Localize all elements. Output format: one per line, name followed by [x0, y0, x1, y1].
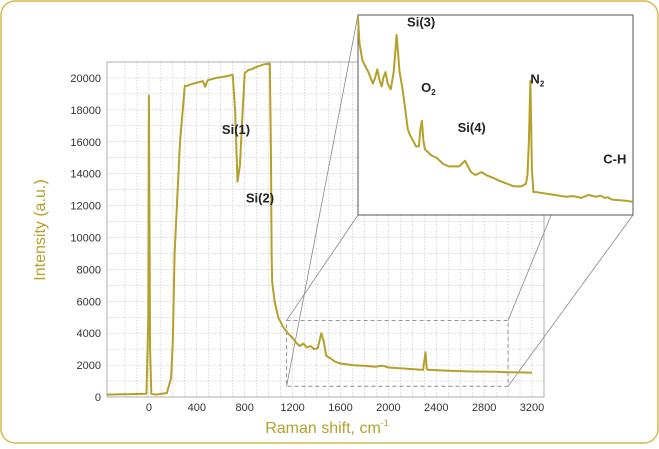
y-axis-title: Intensity (a.u.)	[32, 179, 49, 280]
x-tick-label: 2000	[376, 402, 400, 414]
peak-annotations: Si(1) Si(2) Si(3) O2 Si(4) N2 C-H	[222, 14, 626, 205]
zoom-connector-inner	[286, 214, 359, 321]
inset-plot	[357, 14, 634, 216]
peak-label: Si(1)	[222, 122, 250, 137]
inset-frame	[357, 14, 634, 216]
peak-label: C-H	[603, 152, 626, 167]
y-tick-label: 10000	[70, 232, 101, 244]
y-tick-labels: 0 2000 4000 6000 8000 10000 12000 14000 16000 180…	[70, 73, 101, 404]
peak-label: N2	[530, 72, 544, 89]
y-tick-label: 6000	[77, 296, 101, 308]
peak-label: O2	[421, 80, 436, 97]
y-tick-label: 18000	[70, 105, 101, 117]
y-tick-label: 2000	[77, 360, 101, 372]
x-tick-label: 2400	[424, 402, 448, 414]
x-tick-label: 1200	[280, 402, 304, 414]
main-spectrum-line	[106, 62, 533, 396]
x-axis-title: Raman shift, cm-1	[265, 418, 389, 437]
peak-label: Si(2)	[246, 190, 274, 205]
zoom-connector-right	[507, 214, 634, 387]
y-tick-label: 16000	[70, 137, 101, 149]
zoom-connector-left	[286, 14, 359, 387]
peak-label: Si(3)	[407, 14, 435, 29]
x-tick-labels: 0 400 800 1200 1600 2000 2400 2800 3200	[146, 402, 544, 414]
y-tick-label: 14000	[70, 169, 101, 181]
zoom-region-box	[286, 319, 509, 387]
x-axis-title-text: Raman shift, cm	[265, 420, 381, 437]
y-tick-label: 8000	[77, 264, 101, 276]
x-tick-label: 2800	[472, 402, 496, 414]
zoom-guides	[286, 14, 634, 387]
y-tick-label: 4000	[77, 328, 101, 340]
x-axis-title-sup: -1	[381, 418, 389, 428]
x-tick-label: 3200	[520, 402, 544, 414]
y-tick-label: 12000	[70, 201, 101, 213]
y-tick-label: 0	[95, 392, 101, 404]
peak-label: Si(4)	[458, 120, 486, 135]
x-tick-label: 400	[188, 402, 206, 414]
x-tick-label: 0	[146, 402, 152, 414]
inset-spectrum-line	[357, 17, 634, 203]
y-tick-label: 20000	[70, 73, 101, 85]
x-tick-label: 1600	[328, 402, 352, 414]
x-tick-label: 800	[236, 402, 254, 414]
